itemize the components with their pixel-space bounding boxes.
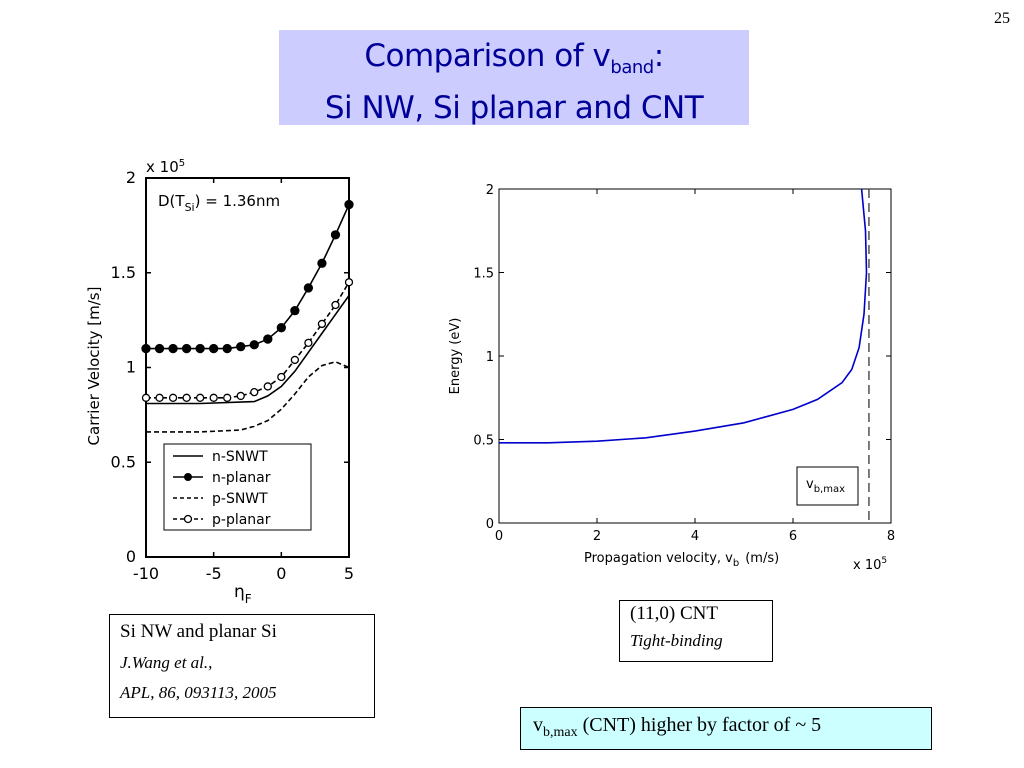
- left-caption-line3: APL, 86, 093113, 2005: [120, 683, 277, 702]
- left-chart: 00.511.52 -10 -5 0 5 x 105 D(TSi) = 1.36nm …: [85, 158, 354, 606]
- slide-title: Comparison of vband: Si NW, Si planar an…: [279, 30, 749, 127]
- right-exponent-label: x 105: [853, 556, 887, 573]
- left-series-point-p-planar: [223, 393, 232, 402]
- title-line1-sub: band: [610, 57, 654, 79]
- left-series-point-p-planar: [317, 319, 327, 329]
- left-caption-line1: Si NW and planar Si: [120, 621, 277, 642]
- right-ytick-label: 0.5: [473, 434, 494, 449]
- right-annotation-box: vb,max: [796, 466, 859, 506]
- left-series-point-n-planar: [236, 342, 246, 352]
- left-exponent-label: x 105: [146, 158, 185, 176]
- right-chart: 0 0.5 1 1.5 2 0 2 4 6 8 Energy (eV) Propagation …: [448, 183, 895, 573]
- legend-label-n-planar: n-planar: [212, 470, 271, 486]
- right-xlabel: Propagation velocity, vb (m/s): [584, 551, 779, 569]
- legend-label-p-SNWT: p-SNWT: [212, 491, 268, 507]
- left-xtick-label: -10: [133, 564, 159, 583]
- left-series-point-n-planar: [330, 230, 341, 240]
- left-series-point-n-planar: [290, 305, 300, 316]
- title-line1-suffix: :: [653, 38, 664, 74]
- left-series-point-n-planar: [195, 343, 205, 354]
- left-xtick-label: 5: [344, 564, 354, 583]
- left-series-point-p-planar: [195, 393, 205, 402]
- left-series-line-n-planar: [146, 204, 350, 350]
- right-caption-line2: Tight-binding: [630, 631, 723, 650]
- left-series-line-n-SNWT: [146, 295, 350, 405]
- right-xtick-label: 8: [887, 529, 895, 544]
- right-ytick-label: 1.5: [473, 267, 494, 282]
- right-xtick-label: 4: [691, 529, 699, 544]
- legend-marker-p-planar: [183, 514, 193, 524]
- right-xtick-label: 6: [789, 529, 797, 544]
- right-ytick-label: 0: [486, 517, 494, 532]
- left-series-point-p-planar: [155, 393, 164, 402]
- legend-label-n-SNWT: n-SNWT: [212, 449, 268, 465]
- right-ytick-label: 1: [486, 350, 494, 365]
- left-series-point-n-planar: [209, 343, 219, 354]
- left-series-point-n-planar: [276, 323, 286, 333]
- left-series-point-p-planar: [277, 372, 286, 382]
- left-series-point-p-planar: [141, 393, 151, 402]
- slide-number: 25: [994, 10, 1010, 27]
- left-series-point-n-planar: [303, 283, 314, 293]
- left-xlabel: ηF: [234, 582, 252, 606]
- bottom-caption-suffix: (CNT) higher by factor of ~ 5: [577, 714, 822, 736]
- left-series-point-p-planar: [250, 387, 259, 397]
- left-series-point-n-planar: [154, 343, 165, 354]
- left-series-point-n-planar: [263, 334, 273, 344]
- left-series-point-n-planar: [344, 199, 354, 210]
- left-series-point-n-planar: [141, 343, 151, 354]
- left-series-point-p-planar: [263, 382, 272, 391]
- right-xtick-label: 2: [593, 529, 601, 544]
- legend-marker-n-planar: [184, 473, 192, 481]
- left-ylabel: Carrier Velocity [m/s]: [85, 287, 103, 446]
- left-caption: Si NW and planar Si J.Wang et al., APL, …: [109, 614, 375, 718]
- left-xtick-label: 0: [276, 564, 286, 583]
- left-ytick-label: 1.5: [111, 263, 136, 282]
- left-series-point-p-planar: [331, 300, 340, 310]
- right-series-line: [499, 188, 868, 444]
- left-series-line-p-SNWT: [146, 360, 350, 433]
- title-line2: Si NW, Si planar and CNT: [324, 90, 704, 127]
- left-series-point-p-planar: [344, 278, 354, 287]
- left-series-point-p-planar: [168, 393, 178, 402]
- left-series-point-n-planar: [181, 343, 192, 354]
- title-line1-prefix: Comparison of v: [364, 38, 611, 74]
- left-series-point-n-planar: [249, 340, 259, 350]
- left-series-point-n-planar: [317, 258, 327, 268]
- legend-label-p-planar: p-planar: [212, 512, 271, 528]
- left-ytick-label: 0.5: [111, 452, 136, 471]
- bottom-caption-prefix: v: [533, 714, 543, 736]
- right-caption: (11,0) CNT Tight-binding: [619, 600, 773, 662]
- left-ytick-label: 2: [126, 168, 136, 187]
- left-annotation: D(TSi) = 1.36nm: [158, 192, 280, 214]
- right-ytick-label: 2: [486, 183, 494, 198]
- left-caption-line2: J.Wang et al.,: [120, 653, 213, 672]
- left-ytick-label: 1: [126, 358, 136, 377]
- left-series-point-p-planar: [236, 391, 245, 401]
- left-series-point-n-planar: [168, 343, 178, 354]
- left-series-point-p-planar: [182, 393, 191, 402]
- left-legend: n-SNWT n-planar p-SNWT p-planar: [163, 443, 312, 531]
- right-xtick-label: 0: [495, 529, 503, 544]
- left-series-point-p-planar: [290, 355, 300, 365]
- bottom-caption-sub: b,max: [543, 725, 578, 740]
- left-series-point-p-planar: [304, 338, 313, 348]
- svg-text:vb,max: vb,max: [806, 477, 845, 495]
- left-xtick-label: -5: [206, 564, 222, 583]
- right-ylabel: Energy (eV): [448, 318, 463, 395]
- left-ytick-label: 0: [126, 547, 136, 566]
- left-series-point-p-planar: [209, 393, 218, 402]
- left-series-point-n-planar: [222, 343, 232, 354]
- right-caption-line1: (11,0) CNT: [630, 603, 718, 624]
- left-series-line-p-planar: [146, 281, 350, 399]
- bottom-caption: vb,max (CNT) higher by factor of ~ 5: [520, 707, 932, 750]
